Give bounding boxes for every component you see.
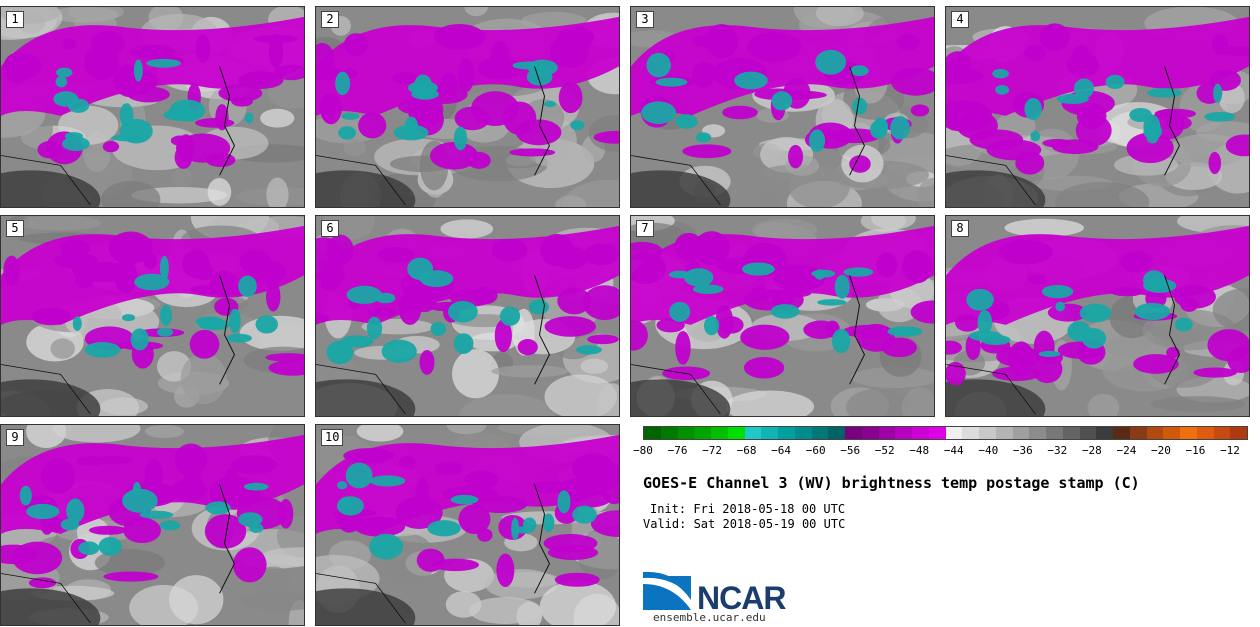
colorbar-cell xyxy=(1029,427,1046,439)
colorbar-cell xyxy=(677,427,695,439)
colorbar-cell xyxy=(660,427,678,439)
init-time: Init: Fri 2018-05-18 00 UTC xyxy=(650,502,846,516)
figure-title: GOES-E Channel 3 (WV) brightness temp po… xyxy=(643,474,1140,492)
colorbar-tick-label: −36 xyxy=(1012,444,1033,457)
stamp-label: 4 xyxy=(951,11,969,28)
stamp-label: 3 xyxy=(636,11,654,28)
colorbar-cell xyxy=(945,427,963,439)
ncar-logo-text: NCAR xyxy=(697,580,786,616)
stamp-panel-10: 10 xyxy=(315,424,620,626)
colorbar-tick-label: −28 xyxy=(1081,444,1102,457)
colorbar-cell xyxy=(912,427,929,439)
stamp-panel-8: 8 xyxy=(945,215,1250,417)
colorbar-cell xyxy=(1163,427,1180,439)
stamp-panel-6: 6 xyxy=(315,215,620,417)
colorbar-tick-label: −12 xyxy=(1220,444,1240,457)
colorbar-cell xyxy=(1046,427,1063,439)
stamp-map xyxy=(316,216,619,416)
colorbar-cell xyxy=(828,427,845,439)
stamp-map xyxy=(631,7,934,207)
colorbar-tick-label: −32 xyxy=(1047,444,1068,457)
colorbar-cell xyxy=(878,427,896,439)
colorbar-cell xyxy=(1146,427,1164,439)
colorbar-cell xyxy=(1062,427,1080,439)
colorbar-cell xyxy=(1196,427,1214,439)
colorbar-cell xyxy=(727,427,745,439)
colorbar-cell xyxy=(778,427,795,439)
colorbar-cell xyxy=(1230,427,1247,439)
valid-time: Valid: Sat 2018-05-19 00 UTC xyxy=(643,517,846,531)
colorbar-cell xyxy=(1079,427,1097,439)
stamp-panel-7: 7 xyxy=(630,215,935,417)
colorbar-cell xyxy=(979,427,996,439)
colorbar-tick-label: −68 xyxy=(736,444,757,457)
colorbar-cell xyxy=(761,427,778,439)
colorbar-cell xyxy=(1113,427,1130,439)
source-url: ensemble.ucar.edu xyxy=(653,611,766,624)
stamp-panel-2: 2 xyxy=(315,6,620,208)
stamp-panel-9: 9 xyxy=(0,424,305,626)
stamp-label: 1 xyxy=(6,11,24,28)
colorbar-cell xyxy=(1012,427,1030,439)
colorbar-cell xyxy=(962,427,979,439)
stamp-map xyxy=(946,7,1249,207)
stamp-label: 2 xyxy=(321,11,339,28)
colorbar-tick-label: −48 xyxy=(909,444,930,457)
stamp-map xyxy=(316,425,619,625)
colorbar-tick-label: −40 xyxy=(978,444,999,457)
colorbar-tick-label: −16 xyxy=(1185,444,1206,457)
colorbar-tick-label: −76 xyxy=(667,444,688,457)
colorbar-tick-label: −20 xyxy=(1151,444,1171,457)
ncar-logo xyxy=(643,571,691,610)
stamp-map xyxy=(1,425,304,625)
colorbar-cell xyxy=(644,427,661,439)
colorbar-tick-label: −24 xyxy=(1116,444,1137,457)
stamp-panel-3: 3 xyxy=(630,6,935,208)
colorbar-tick-label: −64 xyxy=(771,444,792,457)
colorbar-cell xyxy=(995,427,1013,439)
colorbar-tick-label: −52 xyxy=(874,444,895,457)
colorbar-cell xyxy=(861,427,879,439)
stamp-map xyxy=(316,7,619,207)
stamp-label: 8 xyxy=(951,220,969,237)
stamp-panel-1: 1 xyxy=(0,6,305,208)
stamp-map xyxy=(946,216,1249,416)
colorbar-cell xyxy=(1129,427,1147,439)
colorbar-cell xyxy=(744,427,762,439)
stamp-label: 10 xyxy=(321,429,344,446)
colorbar-tick-label: −56 xyxy=(840,444,861,457)
colorbar-cell xyxy=(1213,427,1231,439)
stamp-map xyxy=(1,216,304,416)
stamp-label: 6 xyxy=(321,220,339,237)
colorbar-cell xyxy=(895,427,912,439)
stamp-panel-5: 5 xyxy=(0,215,305,417)
forecast-times: Init: Fri 2018-05-18 00 UTC Valid: Sat 2… xyxy=(643,502,845,532)
stamp-panel-4: 4 xyxy=(945,6,1250,208)
colorbar-tick-label: −60 xyxy=(805,444,826,457)
stamp-map xyxy=(1,7,304,207)
stamp-map xyxy=(631,216,934,416)
colorbar xyxy=(643,426,1248,440)
colorbar-cell xyxy=(1096,427,1113,439)
colorbar-cell xyxy=(711,427,728,439)
colorbar-tick-label: −80 xyxy=(633,444,653,457)
colorbar-ticks: −80 −76 −72 −68 −64 −60 −56 −52 −48 −44 −40 −36 −32−… xyxy=(633,444,1248,460)
stamp-label: 5 xyxy=(6,220,24,237)
colorbar-tick-label: −72 xyxy=(702,444,722,457)
colorbar-tick-label: −44 xyxy=(943,444,964,457)
colorbar-cell xyxy=(694,427,711,439)
colorbar-cell xyxy=(794,427,812,439)
colorbar-cell xyxy=(845,427,862,439)
colorbar-cell xyxy=(928,427,946,439)
stamp-label: 9 xyxy=(6,429,24,446)
stamp-label: 7 xyxy=(636,220,654,237)
colorbar-cell xyxy=(811,427,829,439)
colorbar-cell xyxy=(1180,427,1197,439)
